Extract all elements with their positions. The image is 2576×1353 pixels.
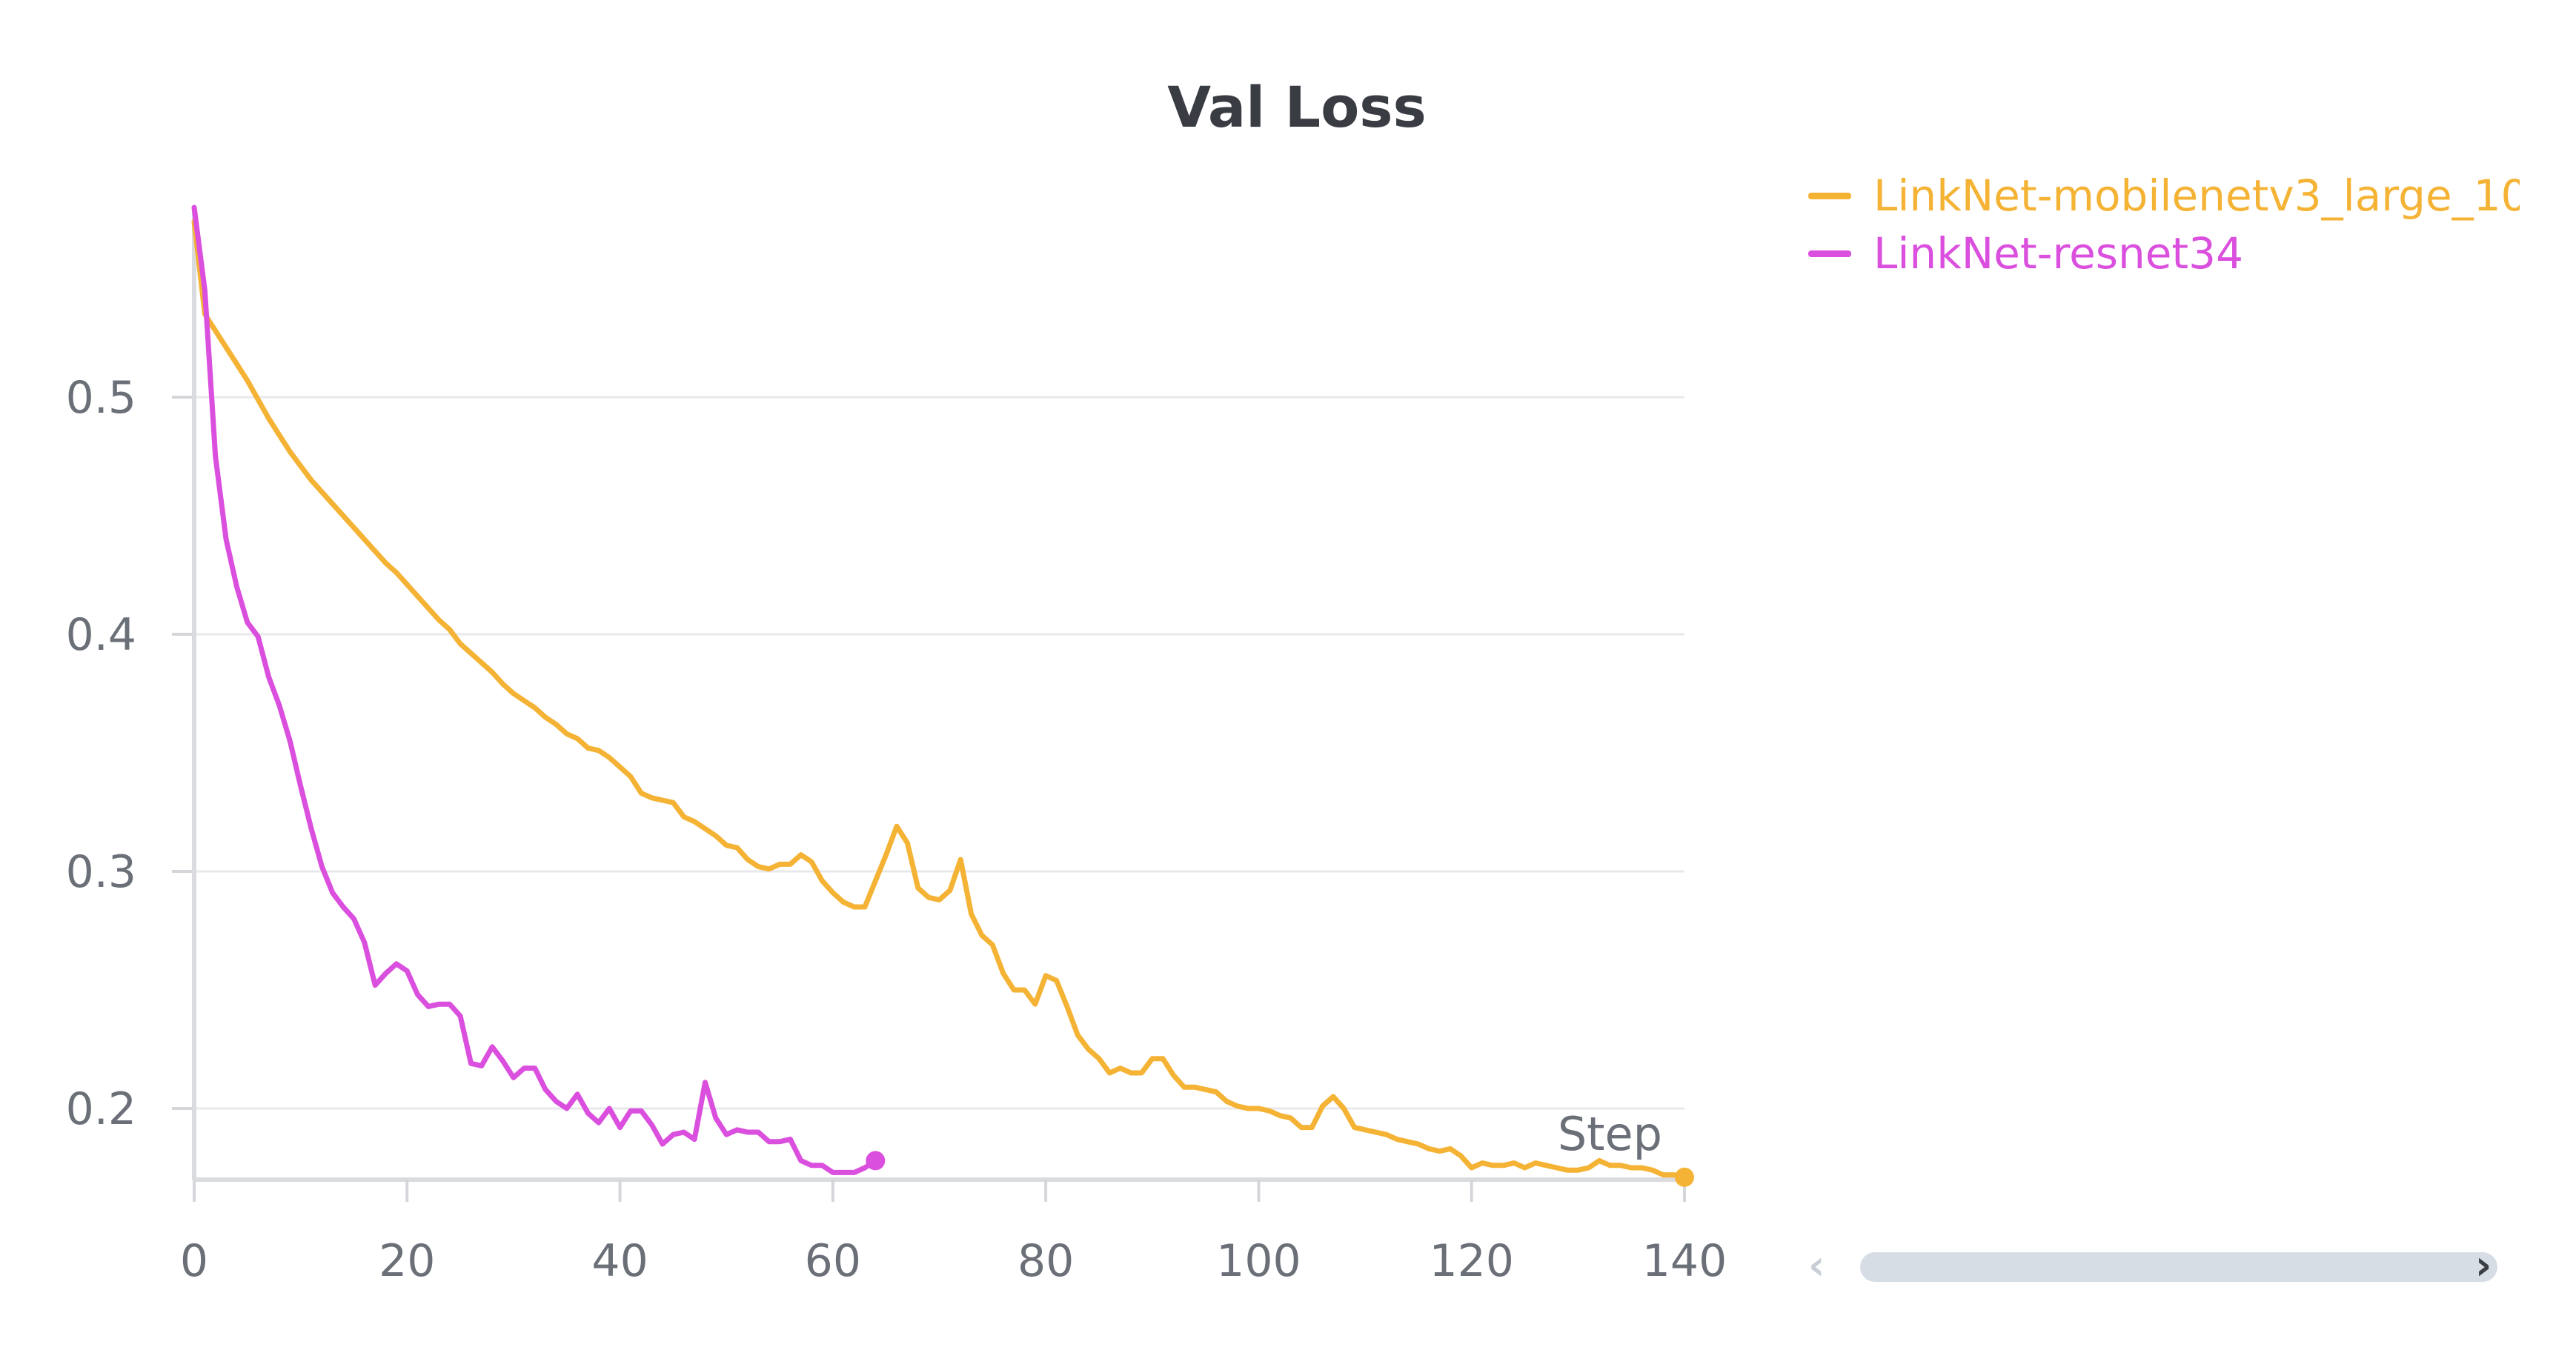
series-end-point-1[interactable] <box>866 1151 886 1171</box>
x-tick-label: 140 <box>1642 1235 1727 1287</box>
x-tick-label: 60 <box>805 1235 861 1287</box>
x-tick-label: 120 <box>1429 1235 1514 1287</box>
y-tick-label: 0.4 <box>66 609 136 661</box>
grid-lines <box>194 396 1684 1110</box>
x-tick-label: 20 <box>379 1235 435 1287</box>
scroll-thumb[interactable] <box>1860 1252 2497 1282</box>
legend-item-resnet34[interactable]: LinkNet-resnet34 <box>1808 225 2520 282</box>
x-axis-label: Step <box>1558 1107 1662 1161</box>
series-line-1[interactable] <box>191 205 878 1175</box>
y-tick-label: 0.5 <box>66 372 136 424</box>
series-lines <box>191 205 1694 1187</box>
legend-label-resnet34: LinkNet-resnet34 <box>1873 228 2243 279</box>
axes <box>172 207 1686 1202</box>
y-tick-label: 0.3 <box>66 846 136 898</box>
series-line-0[interactable] <box>191 219 1687 1180</box>
y-tick-label: 0.2 <box>66 1083 136 1135</box>
series-end-point-0[interactable] <box>1675 1167 1694 1187</box>
legend-swatch-mobilenet <box>1808 192 1851 199</box>
legend-scrollbar: ‹ › <box>1808 1237 2520 1289</box>
chevron-right-icon[interactable]: › <box>2475 1242 2492 1289</box>
legend-swatch-resnet34 <box>1808 250 1851 257</box>
legend-item-mobilenet[interactable]: LinkNet-mobilenetv3_large_100 <box>1808 167 2520 225</box>
x-tick-label: 0 <box>180 1235 208 1287</box>
scroll-track[interactable] <box>1860 1252 2497 1282</box>
legend-label-mobilenet: LinkNet-mobilenetv3_large_100 <box>1873 170 2520 221</box>
tick-labels: 0.2 0.3 0.4 0.5 0 20 40 60 80 100 120 140 Step <box>66 372 1727 1287</box>
chevron-left-icon[interactable]: ‹ <box>1808 1242 1825 1289</box>
x-tick-label: 100 <box>1216 1235 1301 1287</box>
legend: LinkNet-mobilenetv3_large_100 LinkNet-re… <box>1808 167 2520 282</box>
x-tick-label: 40 <box>591 1235 648 1287</box>
x-tick-label: 80 <box>1018 1235 1074 1287</box>
